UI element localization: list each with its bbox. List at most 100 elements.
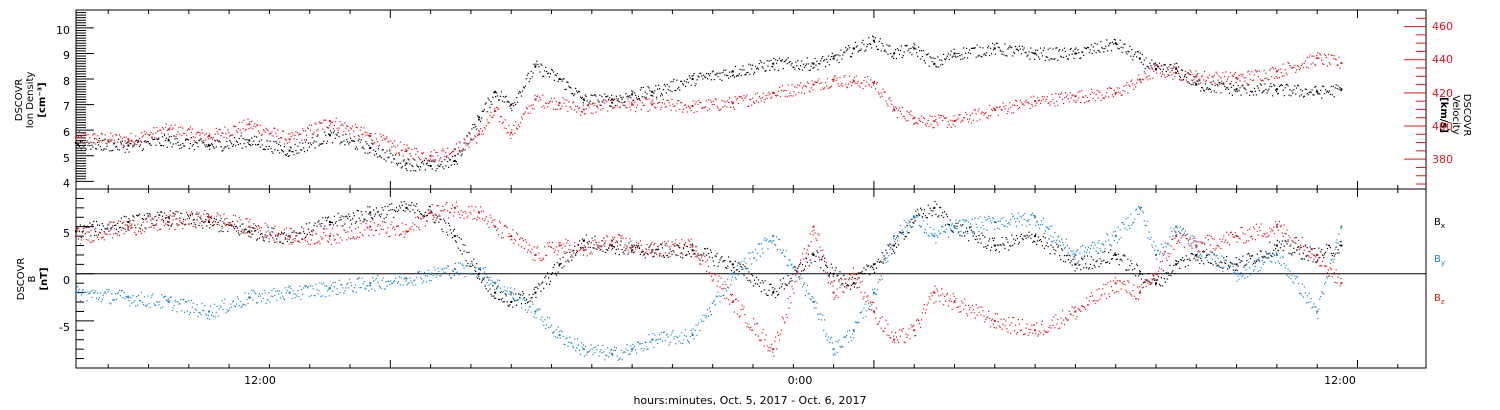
data-dot [537, 63, 539, 66]
data-point [477, 116, 480, 119]
data-dot [536, 60, 538, 62]
data-dot [832, 55, 834, 57]
data-dot [648, 98, 650, 100]
data-dot [197, 213, 199, 215]
data-dot [546, 324, 548, 326]
data-dot [495, 110, 497, 112]
data-dot [755, 68, 758, 70]
data-dot [257, 295, 260, 297]
data-dot [1274, 67, 1277, 69]
data-dot [327, 288, 330, 290]
data-dot [1180, 259, 1183, 261]
data-dot [800, 92, 803, 94]
data-dot [1216, 265, 1218, 267]
data-dot [1040, 52, 1043, 54]
data-dot [486, 119, 488, 121]
data-dot [631, 102, 633, 104]
data-dot [1093, 50, 1095, 52]
data-dot [351, 140, 354, 142]
data-dot [619, 95, 621, 97]
data-dot [1293, 66, 1295, 69]
data-dot [203, 142, 205, 144]
data-dot [96, 292, 99, 294]
data-dot [1112, 43, 1115, 45]
data-dot [1078, 52, 1080, 54]
data-dot [882, 88, 884, 90]
data-dot [1259, 250, 1261, 252]
data-dot [137, 304, 139, 306]
data-dot [1155, 62, 1157, 64]
data-dot [1209, 82, 1211, 84]
data-dot [402, 155, 404, 157]
data-dot [516, 97, 518, 99]
data-dot [1054, 253, 1056, 255]
data-dot [161, 132, 163, 134]
data-dot [1022, 49, 1024, 51]
data-dot [993, 237, 996, 239]
data-dot [1084, 255, 1086, 257]
data-dot [428, 160, 430, 162]
data-dot [971, 112, 973, 114]
data-dot [269, 140, 271, 142]
data-dot [1334, 58, 1336, 60]
data-dot [286, 289, 288, 292]
data-dot [1157, 276, 1160, 278]
data-dot [1200, 257, 1202, 260]
data-dot [1223, 83, 1225, 86]
data-dot [693, 72, 695, 75]
data-dot [708, 74, 711, 77]
data-dot [620, 96, 622, 99]
data-dot [961, 54, 963, 56]
data-dot [680, 256, 682, 258]
data-dot [222, 149, 224, 152]
data-dot [458, 141, 460, 143]
data-dot [1066, 94, 1068, 96]
data-dot [1168, 74, 1170, 77]
data-dot [212, 224, 215, 226]
data-dot [635, 97, 638, 99]
data-dot [1231, 94, 1233, 96]
data-dot [419, 213, 422, 215]
data-dot [128, 140, 130, 142]
data-dot [736, 97, 738, 100]
data-dot [1123, 254, 1125, 256]
data-dot [957, 117, 959, 119]
data-dot [983, 246, 985, 248]
data-dot [360, 211, 362, 213]
data-dot [1036, 54, 1038, 56]
data-dot [548, 317, 551, 319]
data-dot [1060, 55, 1062, 57]
data-dot [215, 127, 217, 130]
data-dot [1203, 79, 1205, 81]
data-dot [229, 135, 231, 137]
data-dot [206, 314, 208, 317]
data-dot [937, 124, 939, 126]
data-dot [276, 238, 278, 240]
data-dot [220, 135, 222, 137]
data-dot [205, 139, 207, 141]
data-dot [575, 105, 577, 107]
data-dot [454, 155, 457, 157]
data-point [369, 282, 372, 285]
data-dot [793, 91, 795, 93]
data-dot [200, 218, 202, 220]
data-dot [104, 291, 106, 293]
data-dot [1140, 81, 1143, 83]
data-dot [554, 108, 556, 110]
data-dot [1317, 52, 1319, 54]
data-dot [990, 114, 992, 117]
data-dot [736, 74, 738, 76]
data-dot [185, 138, 188, 140]
data-dot [100, 149, 102, 151]
data-dot [795, 269, 797, 271]
data-dot [265, 236, 267, 238]
data-dot [1049, 47, 1051, 49]
data-dot [80, 148, 82, 150]
data-dot [1298, 95, 1301, 97]
data-dot [1250, 255, 1253, 257]
data-dot [549, 100, 552, 102]
data-dot [1180, 69, 1183, 71]
data-dot [392, 282, 394, 284]
data-dot [529, 77, 531, 80]
data-dot [881, 43, 883, 45]
